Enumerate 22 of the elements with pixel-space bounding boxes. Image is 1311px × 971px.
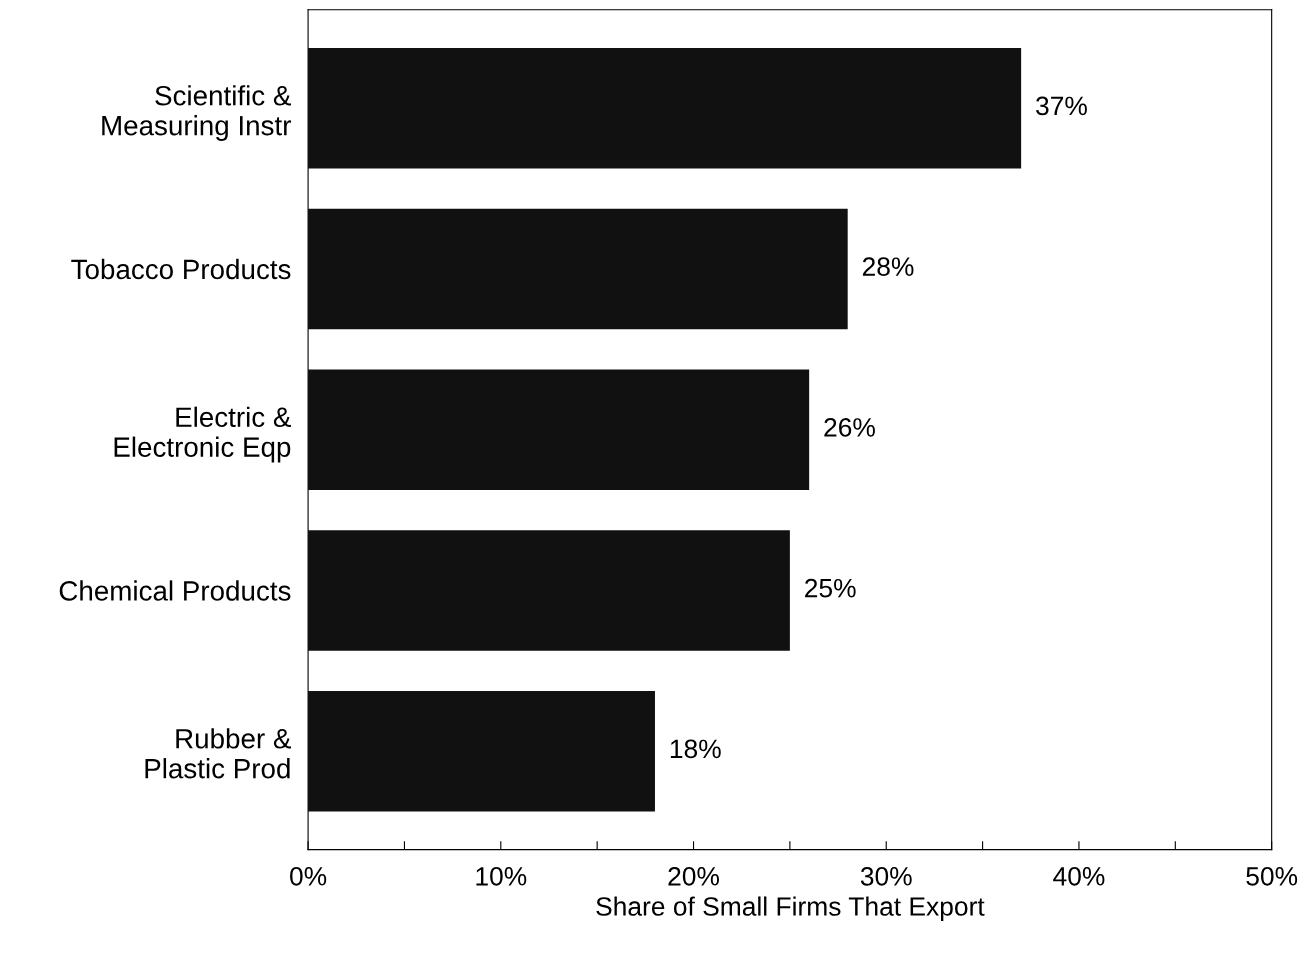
data-label: 18%	[670, 739, 721, 759]
y-tick-label: Scientific & Measuring Instr	[102, 85, 291, 141]
x-axis-title: Share of Small Firms That Export	[596, 896, 985, 922]
data-label: 28%	[862, 257, 914, 276]
bar	[308, 530, 790, 651]
y-tick-label: Electric & Electronic Eqp	[114, 406, 291, 463]
y-tick-label: Rubber & Plastic Prod	[145, 728, 291, 779]
x-tick-label: 50%	[1246, 866, 1298, 886]
bar	[308, 208, 848, 330]
x-tick-label: 20%	[668, 866, 719, 886]
bar	[308, 47, 1022, 169]
x-tick-label: 10%	[476, 866, 527, 886]
bar	[308, 369, 810, 490]
y-tick-label: Tobacco Products	[71, 258, 291, 280]
x-tick-label: 0%	[290, 866, 327, 886]
y-tick-label: Chemical Products	[59, 580, 291, 601]
bar	[308, 690, 655, 812]
x-tick-label: 40%	[1053, 866, 1105, 886]
x-tick-label: 30%	[860, 866, 912, 886]
data-label: 26%	[824, 418, 875, 437]
data-label: 37%	[1036, 96, 1087, 116]
data-label: 25%	[805, 578, 856, 598]
